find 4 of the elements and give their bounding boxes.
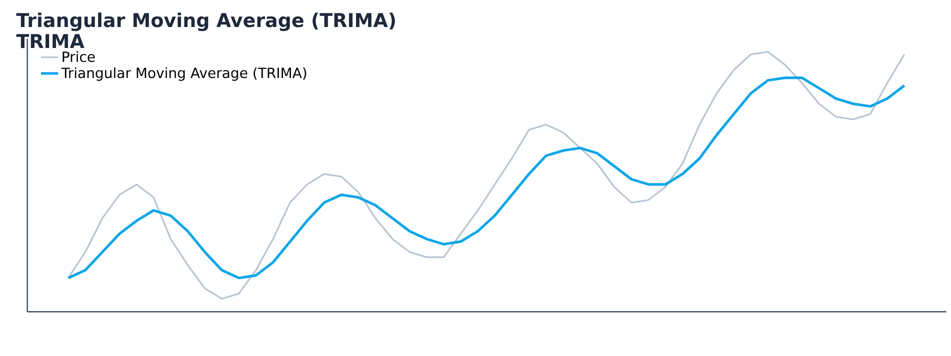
legend-label: Price — [62, 51, 95, 62]
legend-label: Triangular Moving Average (TRIMA) — [61, 67, 306, 81]
chart-subtitle: TRIMA — [16, 34, 84, 48]
chart-title: Triangular Moving Average (TRIMA) — [16, 12, 395, 32]
